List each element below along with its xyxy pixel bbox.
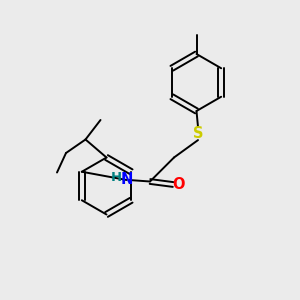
- Text: S: S: [193, 126, 203, 141]
- Text: N: N: [120, 172, 133, 188]
- Text: O: O: [172, 177, 185, 192]
- Text: H: H: [110, 171, 122, 184]
